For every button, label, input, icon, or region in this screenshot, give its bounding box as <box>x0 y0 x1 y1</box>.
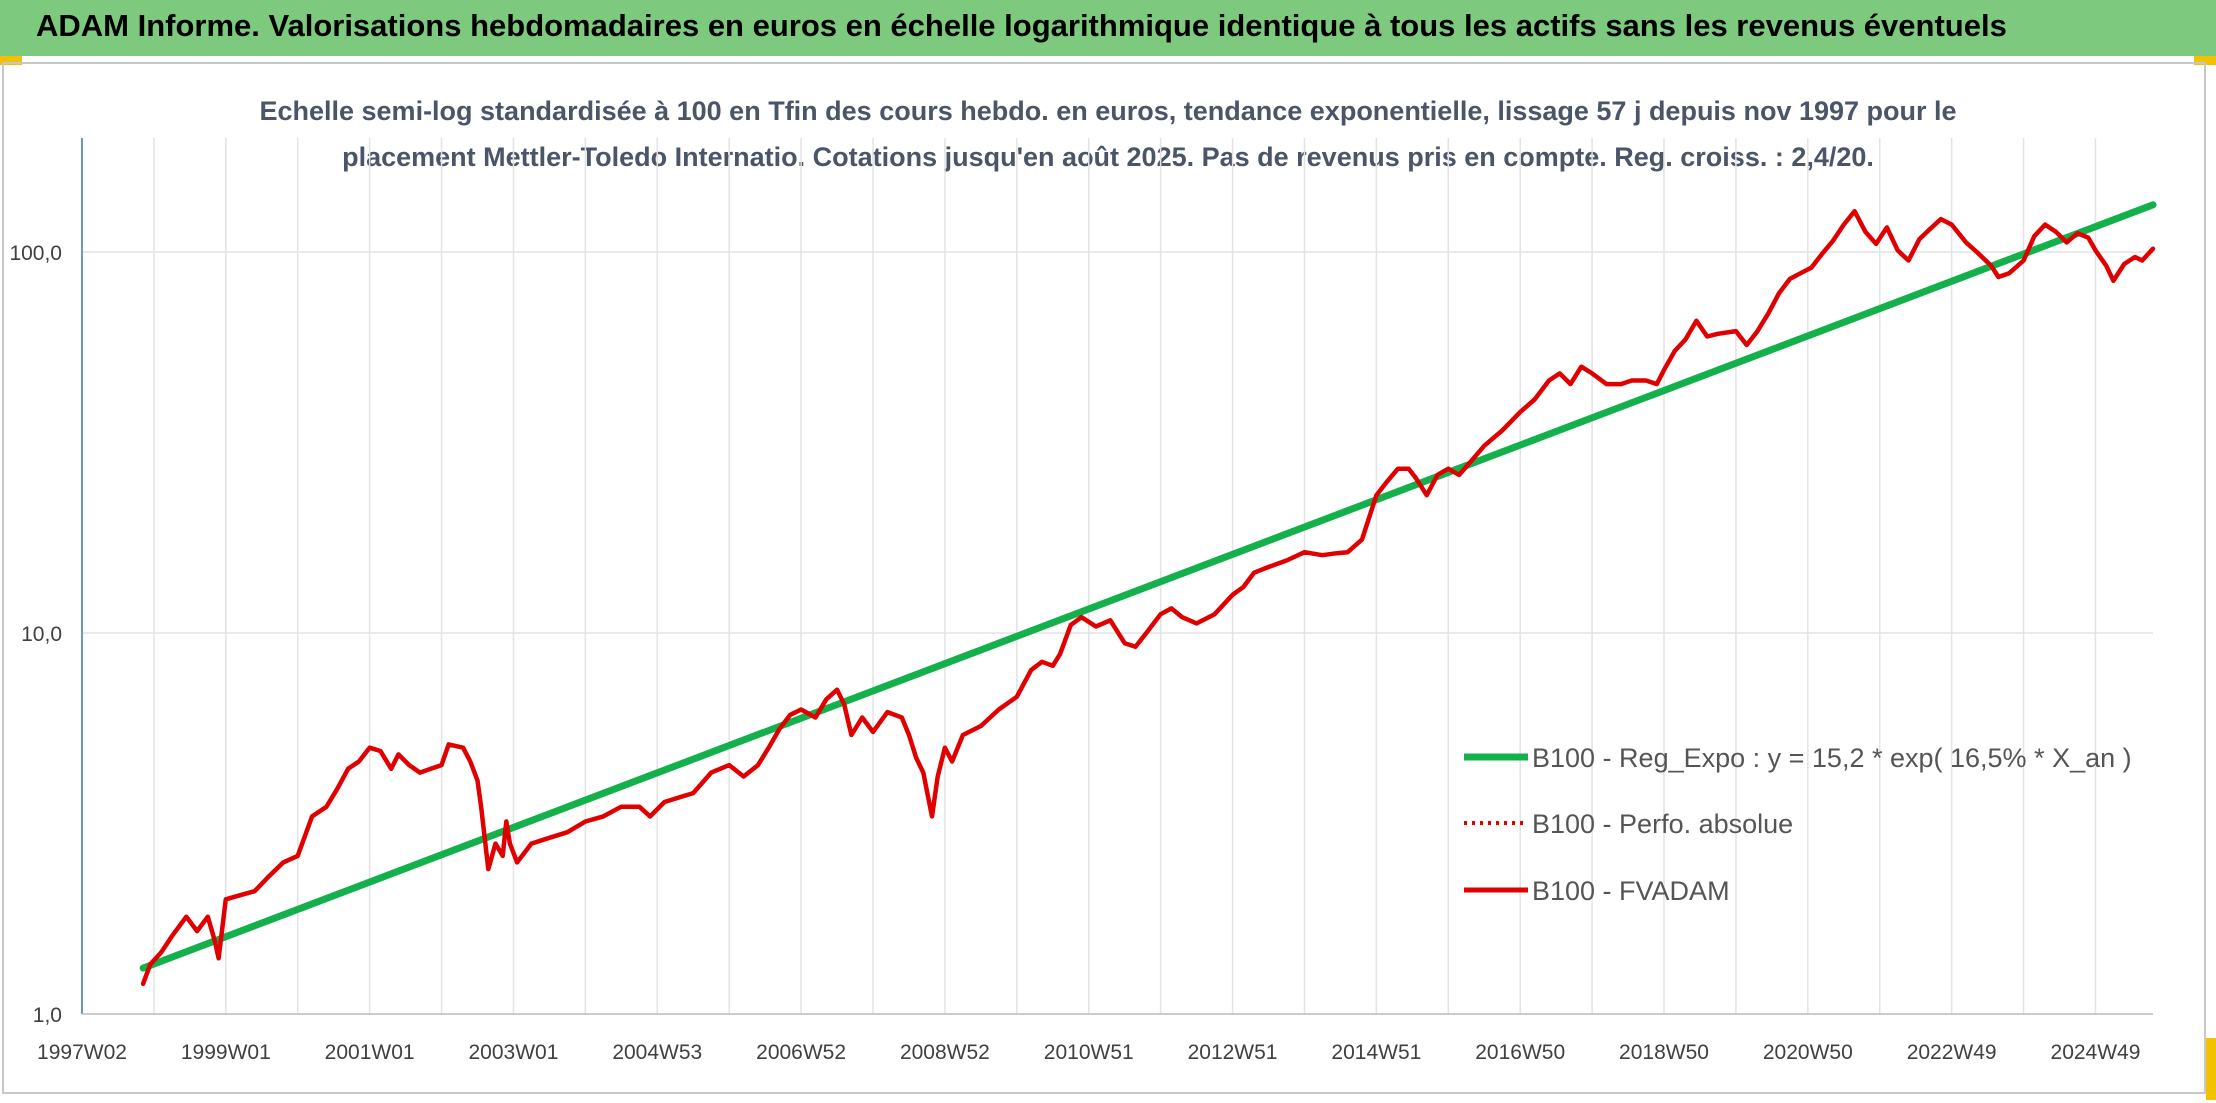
legend-label: B100 - Reg_Expo : y = 15,2 * exp( 16,5% … <box>1532 743 2132 773</box>
header-banner: ADAM Informe. Valorisations hebdomadaire… <box>0 0 2216 56</box>
x-tick-label: 2003W01 <box>469 1041 559 1064</box>
x-tick-label: 1999W01 <box>181 1041 271 1064</box>
legend-item-regression: B100 - Reg_Expo : y = 15,2 * exp( 16,5% … <box>1464 743 2132 773</box>
corner-mark-bottom-right <box>2206 1038 2216 1100</box>
y-tick-label: 1,0 <box>33 1004 62 1027</box>
legend-label: B100 - FVADAM <box>1532 876 1730 906</box>
x-tick-label: 2006W52 <box>756 1041 846 1064</box>
axes: 1,0 10,0 100,0 1997W02 1999W01 2001W01 2003W01… <box>9 138 2153 1064</box>
chart-title-line-1: Echelle semi-log standardisée à 100 en T… <box>259 96 1957 126</box>
x-tick-label: 2018W50 <box>1619 1041 1709 1064</box>
x-tick-label: 2022W49 <box>1907 1041 1997 1064</box>
corner-mark-top-right <box>2194 56 2216 65</box>
x-tick-label: 2016W50 <box>1475 1041 1565 1064</box>
legend: B100 - Reg_Expo : y = 15,2 * exp( 16,5% … <box>1464 743 2132 906</box>
page-title: ADAM Informe. Valorisations hebdomadaire… <box>36 8 2007 43</box>
x-tick-label: 2010W51 <box>1044 1041 1134 1064</box>
x-tick-label: 2020W50 <box>1763 1041 1853 1064</box>
legend-item-perfo-absolue: B100 - Perfo. absolue <box>1464 809 1793 839</box>
x-tick-label: 2004W53 <box>612 1041 702 1064</box>
x-tick-label: 2012W51 <box>1188 1041 1278 1064</box>
chart-frame <box>2 62 2206 1094</box>
legend-label: B100 - Perfo. absolue <box>1532 809 1793 839</box>
x-tick-label: 2014W51 <box>1331 1041 1421 1064</box>
x-tick-label: 1997W02 <box>37 1041 127 1064</box>
series-layer <box>139 201 2157 987</box>
y-tick-label: 100,0 <box>9 242 62 265</box>
x-tick-label: 2008W52 <box>900 1041 990 1064</box>
chart-title-line-2: placement Mettler-Toledo Internatio. Cot… <box>342 142 1874 172</box>
legend-item-fvadam: B100 - FVADAM <box>1464 876 1730 906</box>
regression-line <box>139 201 2157 972</box>
fvadam-line <box>140 208 2156 987</box>
y-tick-label: 10,0 <box>21 623 62 646</box>
x-tick-label: 2024W49 <box>2051 1041 2141 1064</box>
x-tick-label: 2001W01 <box>325 1041 415 1064</box>
corner-mark-top-left <box>0 56 22 65</box>
gridlines <box>82 138 2153 1015</box>
